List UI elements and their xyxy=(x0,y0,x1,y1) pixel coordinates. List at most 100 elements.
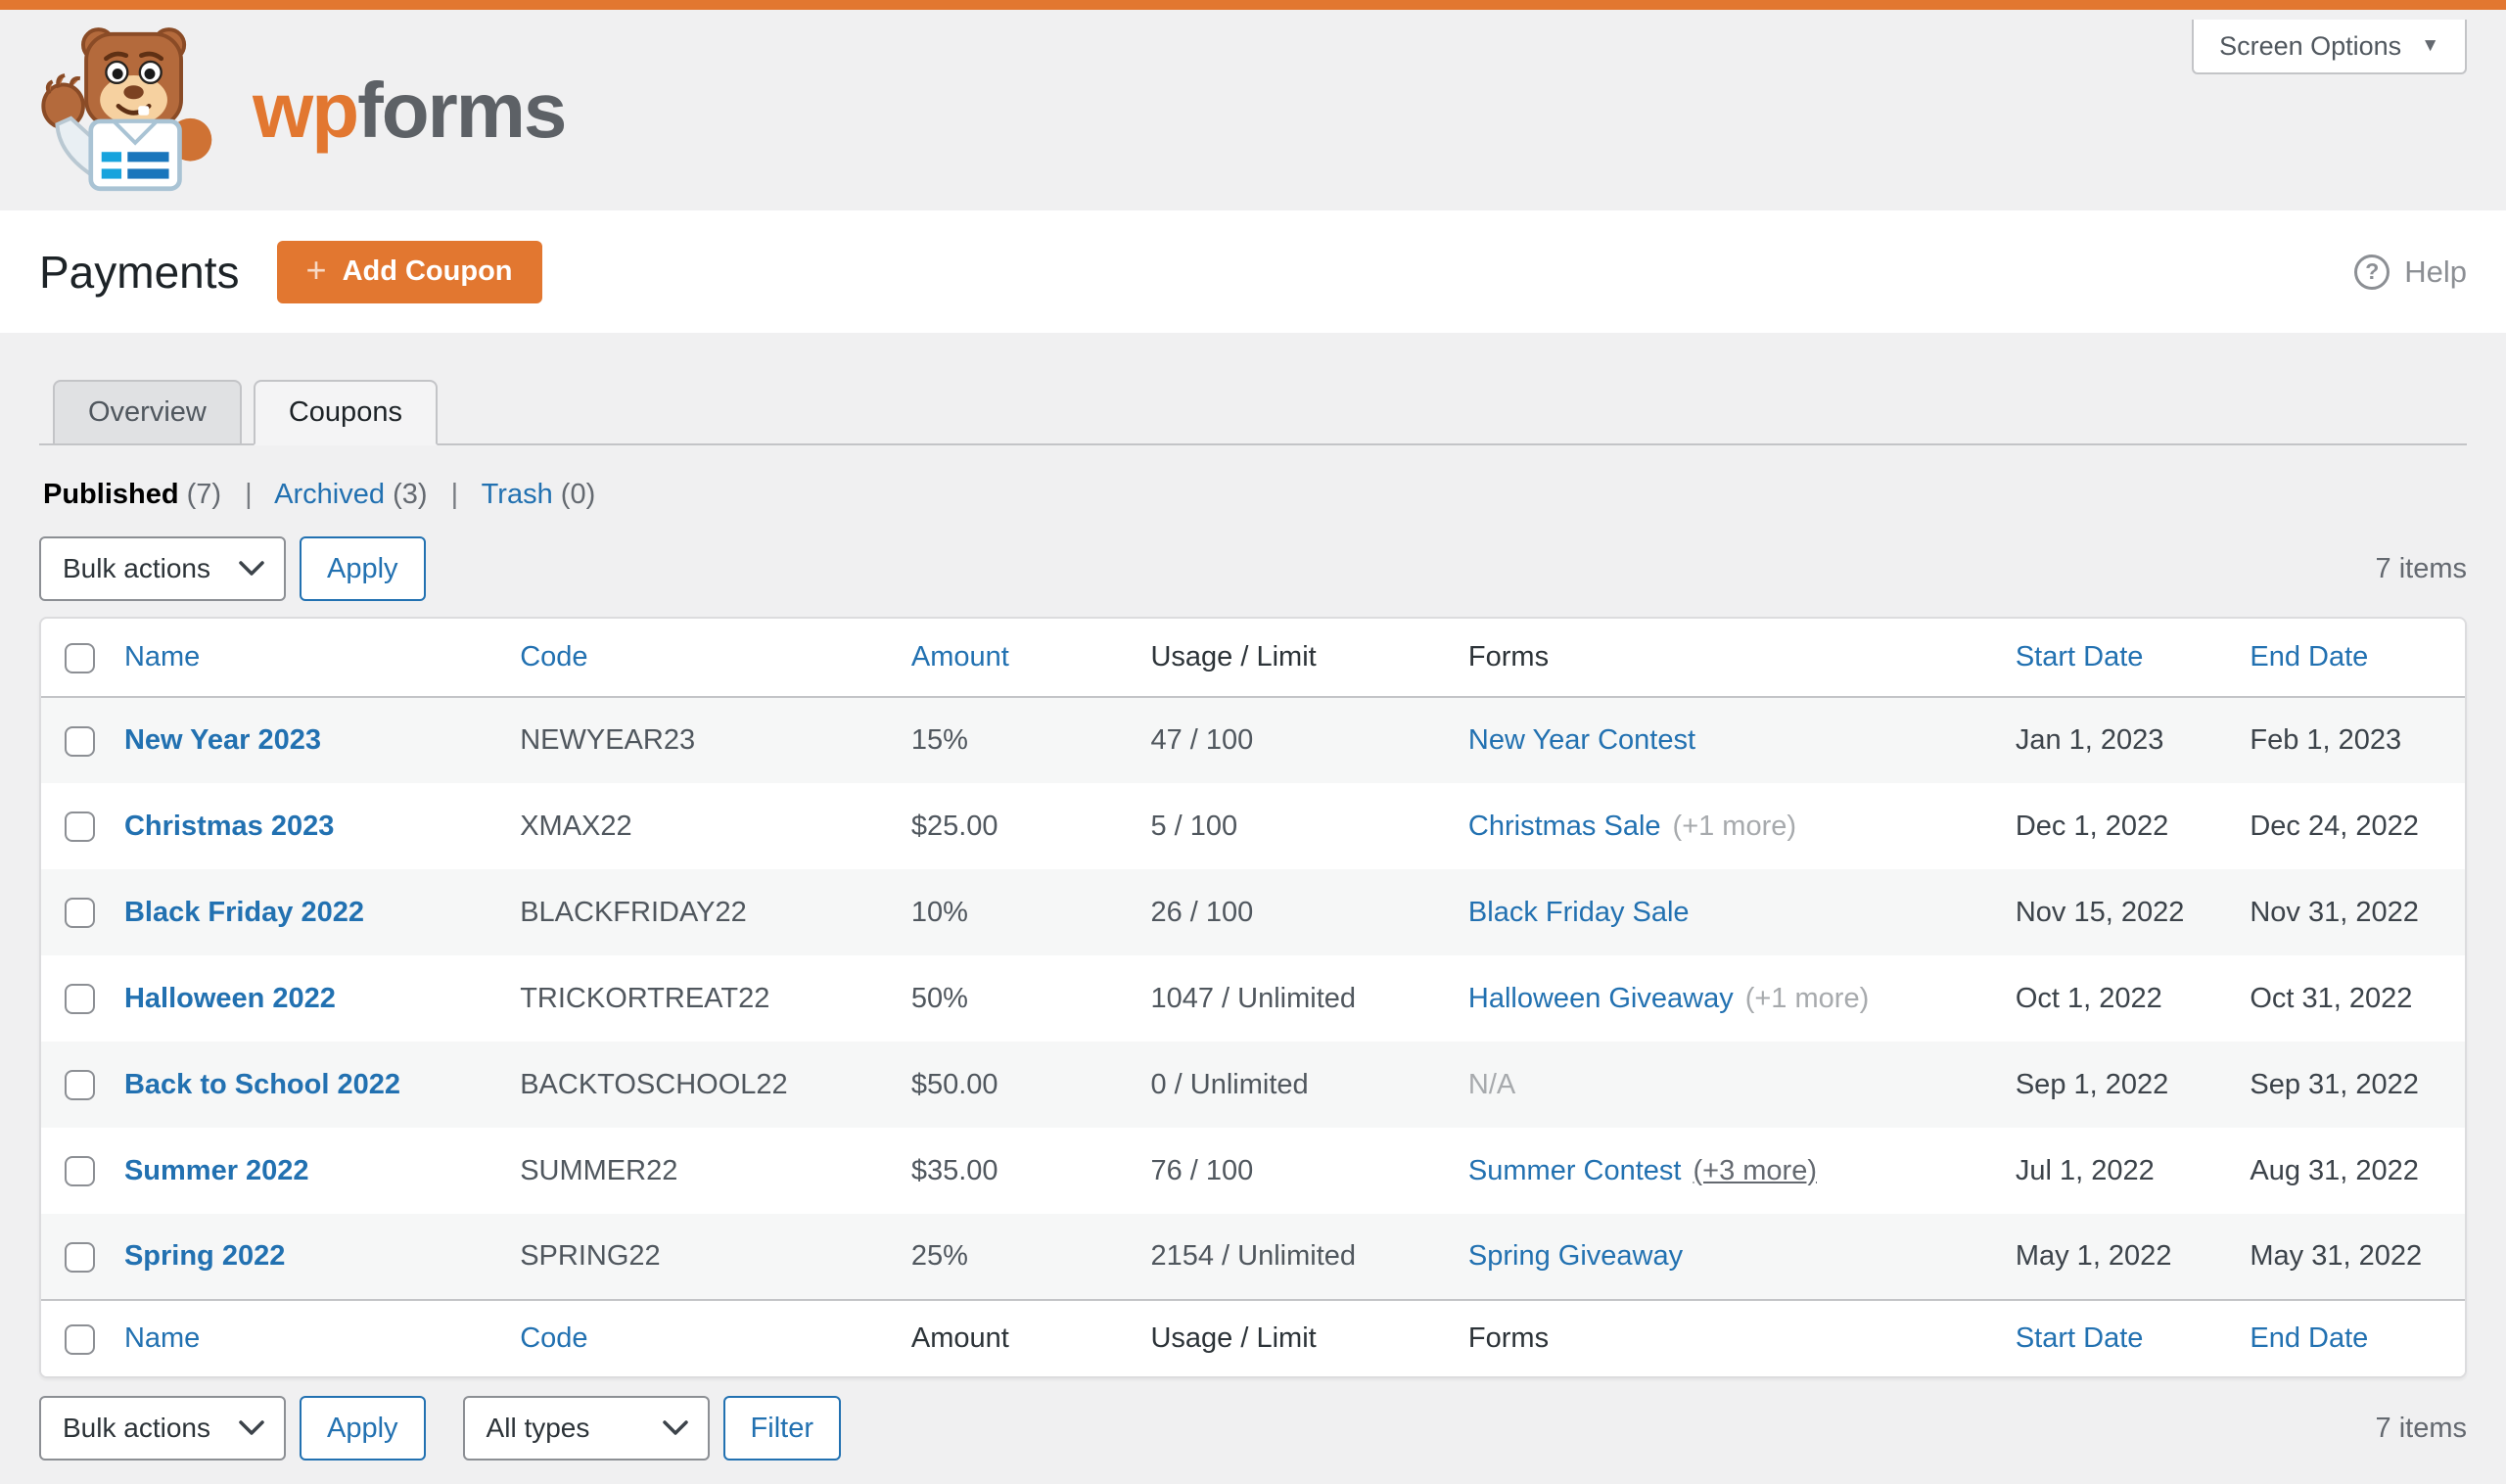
bulk-actions-selected-value: Bulk actions xyxy=(63,553,210,583)
chevron-down-icon xyxy=(239,1420,264,1436)
end-date: May 31, 2022 xyxy=(2250,1240,2423,1272)
coupon-amount: $35.00 xyxy=(910,1154,998,1186)
column-footer-name[interactable]: Name xyxy=(123,1322,201,1354)
end-date: Nov 31, 2022 xyxy=(2250,896,2419,928)
more-forms-label[interactable]: (+1 more) xyxy=(1744,982,1870,1014)
more-forms-label[interactable]: (+1 more) xyxy=(1672,810,1797,842)
table-row: Spring 2022 SPRING22 25% 2154 / Unlimite… xyxy=(41,1214,2465,1300)
view-trash-count: (0) xyxy=(560,479,596,510)
bulk-actions-select-bottom[interactable]: Bulk actions xyxy=(39,1396,286,1461)
bulk-actions-selected-value: Bulk actions xyxy=(63,1413,210,1443)
start-date: Oct 1, 2022 xyxy=(2015,982,2162,1014)
view-archived-count: (3) xyxy=(393,479,428,510)
column-footer-start-date[interactable]: Start Date xyxy=(2015,1322,2144,1354)
row-checkbox[interactable] xyxy=(65,812,95,843)
column-header-start-date[interactable]: Start Date xyxy=(2015,641,2144,672)
select-all-checkbox[interactable] xyxy=(65,642,95,673)
coupon-amount: 50% xyxy=(910,982,968,1014)
select-all-checkbox[interactable] xyxy=(65,1323,95,1355)
column-footer-end-date[interactable]: End Date xyxy=(2250,1322,2369,1354)
row-checkbox[interactable] xyxy=(65,1241,95,1273)
coupon-name-link[interactable]: Back to School 2022 xyxy=(123,1068,400,1100)
chevron-down-icon xyxy=(662,1420,688,1436)
row-checkbox[interactable] xyxy=(65,1070,95,1101)
page-title: Payments xyxy=(39,246,240,298)
type-filter-select[interactable]: All types xyxy=(462,1396,710,1461)
apply-button-bottom[interactable]: Apply xyxy=(300,1396,426,1461)
tab-overview[interactable]: Overview xyxy=(53,380,242,445)
start-date: Nov 15, 2022 xyxy=(2015,896,2185,928)
table-header-row: Name Code Amount Usage / Limit Forms Sta… xyxy=(41,619,2465,698)
view-published-count: (7) xyxy=(186,479,222,510)
table-nav-bottom: Bulk actions Apply All types Filter 7 it… xyxy=(39,1396,2467,1461)
end-date: Feb 1, 2023 xyxy=(2250,724,2402,756)
page-toolbar: Payments + Add Coupon ? Help xyxy=(0,210,2506,333)
coupon-usage: 76 / 100 xyxy=(1150,1154,1254,1186)
coupon-name-link[interactable]: Black Friday 2022 xyxy=(123,896,364,928)
form-link[interactable]: Spring Giveaway xyxy=(1467,1240,1684,1272)
view-separator: | xyxy=(450,479,459,510)
view-separator: | xyxy=(245,479,253,510)
coupon-code: TRICKORTREAT22 xyxy=(520,982,770,1014)
tab-bar: Overview Coupons xyxy=(39,333,2467,445)
coupon-usage: 1047 / Unlimited xyxy=(1150,982,1357,1014)
coupon-amount: 15% xyxy=(910,724,968,756)
view-trash[interactable]: Trash xyxy=(481,479,553,510)
row-checkbox[interactable] xyxy=(65,725,95,757)
form-link[interactable]: Christmas Sale xyxy=(1467,810,1661,842)
column-header-amount[interactable]: Amount xyxy=(910,641,1009,672)
table-row: Summer 2022 SUMMER22 $35.00 76 / 100 Sum… xyxy=(41,1128,2465,1214)
bulk-actions-select[interactable]: Bulk actions xyxy=(39,536,286,601)
add-coupon-label: Add Coupon xyxy=(342,255,513,287)
form-link[interactable]: Summer Contest xyxy=(1467,1154,1682,1186)
filter-button[interactable]: Filter xyxy=(722,1396,841,1461)
table-row: Black Friday 2022 BLACKFRIDAY22 10% 26 /… xyxy=(41,869,2465,955)
admin-top-bar xyxy=(0,0,2506,10)
tab-coupons[interactable]: Coupons xyxy=(253,380,438,445)
row-checkbox[interactable] xyxy=(65,1156,95,1187)
coupon-code: XMAX22 xyxy=(520,810,632,842)
more-forms-link[interactable]: (+3 more) xyxy=(1693,1154,1817,1186)
coupon-code: BACKTOSCHOOL22 xyxy=(520,1068,788,1100)
wpforms-bear-icon xyxy=(41,26,212,191)
form-link[interactable]: Black Friday Sale xyxy=(1467,896,1690,928)
coupons-table: Name Code Amount Usage / Limit Forms Sta… xyxy=(41,619,2465,1376)
coupon-amount: $50.00 xyxy=(910,1068,998,1100)
help-button[interactable]: ? Help xyxy=(2354,254,2467,290)
view-archived[interactable]: Archived xyxy=(274,479,385,510)
row-checkbox[interactable] xyxy=(65,898,95,929)
table-row: New Year 2023 NEWYEAR23 15% 47 / 100 New… xyxy=(41,697,2465,783)
form-link[interactable]: New Year Contest xyxy=(1467,724,1696,756)
coupon-code: SUMMER22 xyxy=(520,1154,678,1186)
coupon-name-link[interactable]: Summer 2022 xyxy=(123,1154,309,1186)
start-date: May 1, 2022 xyxy=(2015,1240,2172,1272)
start-date: Jul 1, 2022 xyxy=(2015,1154,2155,1186)
start-date: Jan 1, 2023 xyxy=(2015,724,2164,756)
plus-icon: + xyxy=(305,250,327,290)
column-footer-code[interactable]: Code xyxy=(520,1322,588,1354)
coupon-name-link[interactable]: Halloween 2022 xyxy=(123,982,336,1014)
coupon-amount: 10% xyxy=(910,896,968,928)
screen-options-label: Screen Options xyxy=(2219,30,2402,61)
coupon-name-link[interactable]: New Year 2023 xyxy=(123,724,321,756)
main-content: Overview Coupons Published (7) | Archive… xyxy=(0,333,2506,1461)
view-published: Published xyxy=(43,479,179,510)
coupon-name-link[interactable]: Spring 2022 xyxy=(123,1240,286,1272)
coupon-name-link[interactable]: Christmas 2023 xyxy=(123,810,335,842)
table-row: Halloween 2022 TRICKORTREAT22 50% 1047 /… xyxy=(41,955,2465,1042)
column-footer-usage: Usage / Limit xyxy=(1150,1299,1468,1376)
apply-button[interactable]: Apply xyxy=(300,536,426,601)
form-link[interactable]: Halloween Giveaway xyxy=(1467,982,1734,1014)
table-footer-row: Name Code Amount Usage / Limit Forms Sta… xyxy=(41,1299,2465,1376)
add-coupon-button[interactable]: + Add Coupon xyxy=(276,240,542,303)
question-mark-icon: ? xyxy=(2354,254,2390,290)
wpforms-wordmark: wpforms xyxy=(253,70,567,150)
column-header-code[interactable]: Code xyxy=(520,641,588,672)
column-header-forms: Forms xyxy=(1467,619,2016,698)
column-header-end-date[interactable]: End Date xyxy=(2250,641,2369,672)
form-not-available: N/A xyxy=(1467,1068,1516,1100)
column-header-name[interactable]: Name xyxy=(123,641,201,672)
end-date: Aug 31, 2022 xyxy=(2250,1154,2419,1186)
screen-options-button[interactable]: Screen Options ▼ xyxy=(2192,20,2467,74)
row-checkbox[interactable] xyxy=(65,984,95,1015)
